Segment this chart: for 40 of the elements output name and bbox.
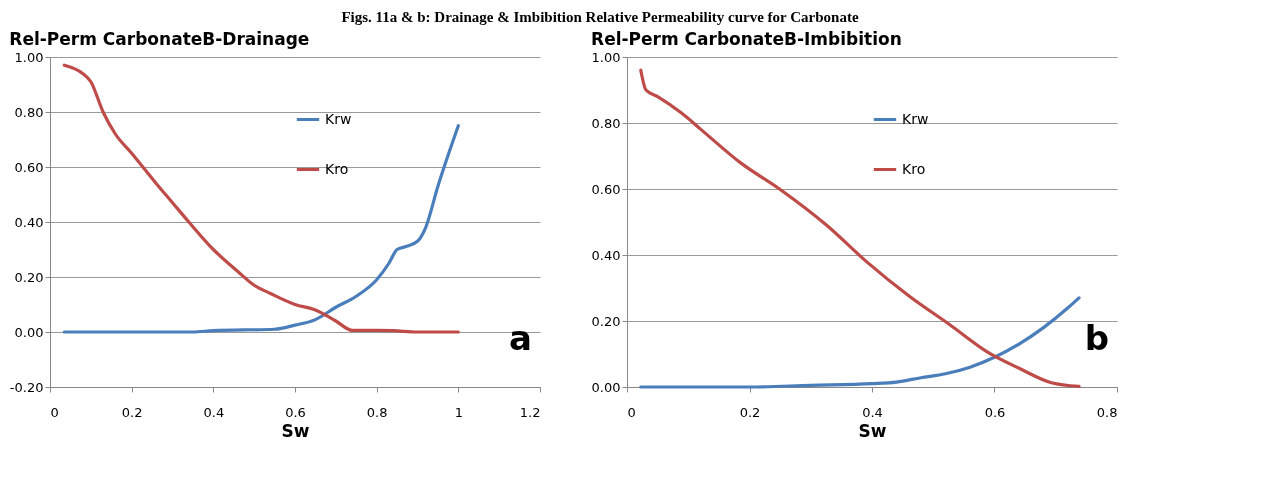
y-tick-label: -0.20 (9, 379, 44, 395)
annotation: b (1084, 318, 1109, 358)
y-tick-label: 0.60 (591, 181, 621, 197)
y-tick-label: 1.00 (14, 49, 44, 65)
x-tick-label: 0.2 (739, 404, 761, 420)
line-series (639, 68, 1081, 388)
text: Figs. 11a & b: Drainage & Imbibition Relative Permeability curve for Carbonate (341, 9, 859, 25)
x-tick-label: 0.8 (366, 404, 388, 420)
x-tick-label: 0.6 (285, 404, 306, 420)
y-tick-label: 0.40 (591, 247, 621, 263)
y-tick-label: 0.20 (14, 269, 44, 285)
y-tick-label: 0.60 (14, 159, 44, 175)
line-series (639, 296, 1081, 389)
y-tick-label: 0.80 (591, 115, 621, 131)
chart-title: Rel-Perm CarbonateB-Drainage (9, 29, 310, 49)
x-tick-label: 0 (50, 404, 59, 420)
y-tick-label: 0.20 (591, 313, 621, 329)
line-series (62, 124, 460, 334)
y-tick-label: 1.00 (591, 49, 621, 65)
x-axis-title: Sw (858, 420, 887, 441)
y-tick-label: 0.00 (591, 379, 621, 395)
legend-label: Krw (902, 110, 929, 127)
x-tick-label: 0.4 (203, 404, 225, 420)
x-tick-label: 0.4 (862, 404, 883, 420)
x-tick-label: 1.2 (519, 404, 541, 420)
x-axis-title: Sw (281, 420, 310, 441)
annotation: a (509, 318, 532, 358)
x-tick-label: 1 (454, 404, 463, 420)
x-tick-label: 0.8 (1096, 404, 1118, 420)
x-tick-label: 0 (627, 404, 636, 420)
line-series (62, 63, 460, 334)
y-tick-label: 0.40 (14, 214, 44, 230)
x-tick-label: 0.2 (121, 404, 143, 420)
y-tick-label: 0.80 (14, 104, 44, 120)
legend-label: Kro (902, 160, 926, 177)
chart-title: Rel-Perm CarbonateB-Imbibition (591, 29, 902, 49)
legend-label: Kro (325, 160, 349, 177)
y-tick-label: 0.00 (14, 324, 44, 340)
legend-label: Krw (325, 110, 352, 127)
x-tick-label: 0.6 (984, 404, 1006, 420)
